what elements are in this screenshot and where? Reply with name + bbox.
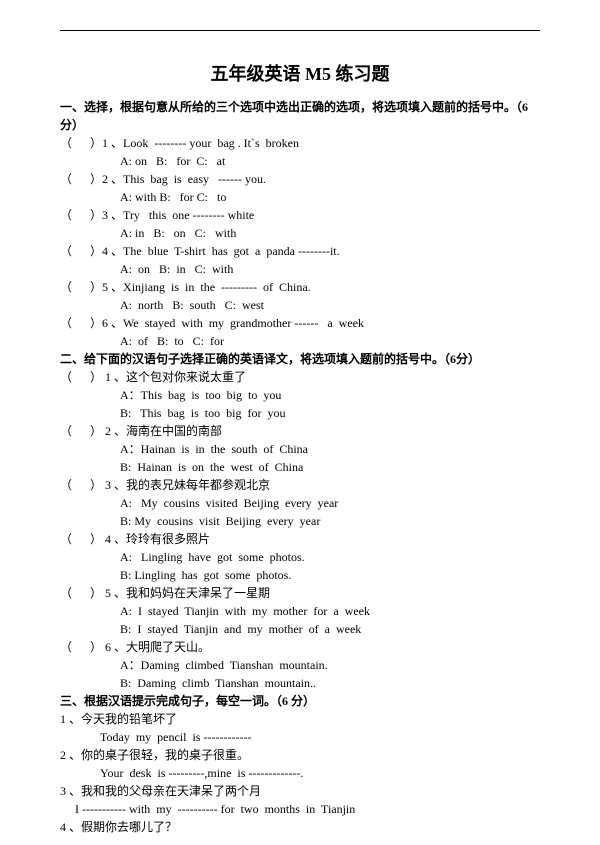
q-num: 4 [105, 532, 111, 546]
s3q1-cn: 1 、今天我的铅笔坏了 [60, 710, 540, 728]
q4-opts: A: on B: in C: with [60, 260, 540, 278]
q5-opts: A: north B: south C: west [60, 296, 540, 314]
s2q2-a: A：Hainan is in the south of China [60, 440, 540, 458]
s2q5-stem: （ ） 5 、我和妈妈在天津呆了一星期 [60, 584, 540, 602]
s2q5-b: B: I stayed Tianjin and my mother of a w… [60, 620, 540, 638]
q1-stem: （ ）1 、Look -------- your bag . It`s brok… [60, 134, 540, 152]
q-num: 3 [102, 208, 108, 222]
q-num: 2 [60, 748, 66, 762]
s3q4-cn: 4 、假期你去哪儿了？ [60, 818, 540, 836]
q-text: 我和我的父母亲在天津呆了两个月 [81, 784, 261, 798]
q-num: 2 [105, 424, 111, 438]
q-text: Look -------- your bag . It`s broken [123, 136, 299, 150]
s2q6-b: B: Daming climb Tianshan mountain.. [60, 674, 540, 692]
q-num: 5 [102, 280, 108, 294]
s2q1-b: B: This bag is too big for you [60, 404, 540, 422]
q1-opts: A: on B: for C: at [60, 152, 540, 170]
q-text: 这个包对你来说太重了 [126, 370, 246, 384]
q-text: This bag is easy ------ you. [123, 172, 266, 186]
s2q6-stem: （ ） 6 、大明爬了天山。 [60, 638, 540, 656]
q-num: 3 [60, 784, 66, 798]
page-title: 五年级英语 M5 练习题 [60, 61, 540, 88]
q-text: Try this one -------- white [123, 208, 254, 222]
s2q1-stem: （ ） 1 、这个包对你来说太重了 [60, 368, 540, 386]
q-text: 我和妈妈在天津呆了一星期 [126, 586, 270, 600]
s2q3-b: B: My cousins visit Beijing every year [60, 512, 540, 530]
s2q2-stem: （ ） 2 、海南在中国的南部 [60, 422, 540, 440]
q-num: 5 [105, 586, 111, 600]
q3-stem: （ ）3 、Try this one -------- white [60, 206, 540, 224]
s2q4-a: A: Lingling have got some photos. [60, 548, 540, 566]
q6-stem: （ ）6 、We stayed with my grandmother ----… [60, 314, 540, 332]
section3-body: 1 、今天我的铅笔坏了 Today my pencil is ---------… [60, 710, 540, 836]
s3q3-cn: 3 、我和我的父母亲在天津呆了两个月 [60, 782, 540, 800]
section2-header: 二、给下面的汉语句子选择正确的英语译文，将选项填入题前的括号中。（6分） [60, 350, 540, 368]
s3q2-cn: 2 、你的桌子很轻，我的桌子很重。 [60, 746, 540, 764]
q2-stem: （ ）2 、This bag is easy ------ you. [60, 170, 540, 188]
q-text: 大明爬了天山。 [126, 640, 210, 654]
top-rule [60, 30, 540, 31]
q-num: 1 [102, 136, 108, 150]
q-num: 6 [102, 316, 108, 330]
s2q5-a: A: I stayed Tianjin with my mother for a… [60, 602, 540, 620]
s2q3-a: A: My cousins visited Beijing every year [60, 494, 540, 512]
q-num: 1 [105, 370, 111, 384]
q5-stem: （ ）5 、Xinjiang is in the --------- of Ch… [60, 278, 540, 296]
q2-opts: A: with B: for C: to [60, 188, 540, 206]
s3q3-en: I ----------- with my ---------- for two… [60, 800, 540, 818]
q-num: 1 [60, 712, 66, 726]
s3q2-en: Your desk is ---------,mine is ---------… [60, 764, 540, 782]
s2q6-a: A：Daming climbed Tianshan mountain. [60, 656, 540, 674]
section3-header: 三、根据汉语提示完成句子，每空一词。（6 分） [60, 692, 540, 710]
q-num: 3 [105, 478, 111, 492]
q6-opts: A: of B: to C: for [60, 332, 540, 350]
q-num: 4 [60, 820, 66, 834]
q-text: Xinjiang is in the --------- of China. [123, 280, 311, 294]
s2q1-a: A：This bag is too big to you [60, 386, 540, 404]
section1-header: 一、选择，根据句意从所给的三个选项中选出正确的选项，将选项填入题前的括号中。（6… [60, 98, 540, 134]
s3q1-en: Today my pencil is ------------ [60, 728, 540, 746]
s2q4-stem: （ ） 4 、玲玲有很多照片 [60, 530, 540, 548]
s2q3-stem: （ ） 3 、我的表兄妹每年都参观北京 [60, 476, 540, 494]
section2-body: （ ） 1 、这个包对你来说太重了 A：This bag is too big … [60, 368, 540, 692]
q-num: 2 [102, 172, 108, 186]
q-text: The blue T-shirt has got a panda -------… [123, 244, 340, 258]
q4-stem: （ ）4 、The blue T-shirt has got a panda -… [60, 242, 540, 260]
s2q2-b: B: Hainan is on the west of China [60, 458, 540, 476]
section1-body: （ ）1 、Look -------- your bag . It`s brok… [60, 134, 540, 350]
q-num: 6 [105, 640, 111, 654]
q3-opts: A: in B: on C: with [60, 224, 540, 242]
q-text: 今天我的铅笔坏了 [81, 712, 177, 726]
q-text: We stayed with my grandmother ------ a w… [123, 316, 364, 330]
q-num: 4 [102, 244, 108, 258]
q-text: 我的表兄妹每年都参观北京 [126, 478, 270, 492]
q-text: 你的桌子很轻，我的桌子很重。 [81, 748, 249, 762]
q-text: 海南在中国的南部 [126, 424, 222, 438]
q-text: 假期你去哪儿了？ [81, 820, 177, 834]
s2q4-b: B: Lingling has got some photos. [60, 566, 540, 584]
q-text: 玲玲有很多照片 [126, 532, 210, 546]
